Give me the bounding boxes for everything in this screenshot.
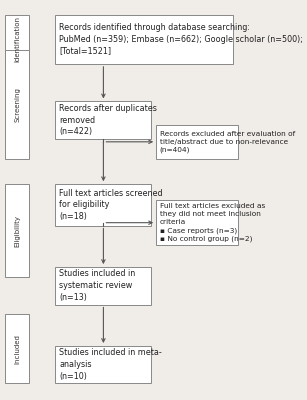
FancyBboxPatch shape <box>5 314 29 384</box>
Text: Records identified through database searching:
PubMed (n=359); Embase (n=662); G: Records identified through database sear… <box>59 23 303 56</box>
Text: Records excluded after evaluation of
title/abstract due to non-relevance
(n=404): Records excluded after evaluation of tit… <box>160 130 295 153</box>
Text: Eligibility: Eligibility <box>14 214 20 246</box>
Text: Full text articles excluded as
they did not meet inclusion
criteria
▪ Case repor: Full text articles excluded as they did … <box>160 203 265 242</box>
Text: Studies included in meta-
analysis
(n=10): Studies included in meta- analysis (n=10… <box>59 348 162 381</box>
FancyBboxPatch shape <box>56 101 151 139</box>
FancyBboxPatch shape <box>56 184 151 226</box>
FancyBboxPatch shape <box>56 346 151 384</box>
FancyBboxPatch shape <box>156 200 238 245</box>
Text: Screening: Screening <box>14 87 20 122</box>
Text: Identification: Identification <box>14 16 20 62</box>
FancyBboxPatch shape <box>156 125 238 158</box>
FancyBboxPatch shape <box>5 15 29 64</box>
FancyBboxPatch shape <box>5 50 29 158</box>
FancyBboxPatch shape <box>56 15 233 64</box>
Text: Records after duplicates
removed
(n=422): Records after duplicates removed (n=422) <box>59 104 157 136</box>
FancyBboxPatch shape <box>56 267 151 304</box>
FancyBboxPatch shape <box>5 184 29 277</box>
Text: Full text articles screened
for eligibility
(n=18): Full text articles screened for eligibil… <box>59 189 163 221</box>
Text: Studies included in
systematic review
(n=13): Studies included in systematic review (n… <box>59 270 135 302</box>
Text: Included: Included <box>14 334 20 364</box>
